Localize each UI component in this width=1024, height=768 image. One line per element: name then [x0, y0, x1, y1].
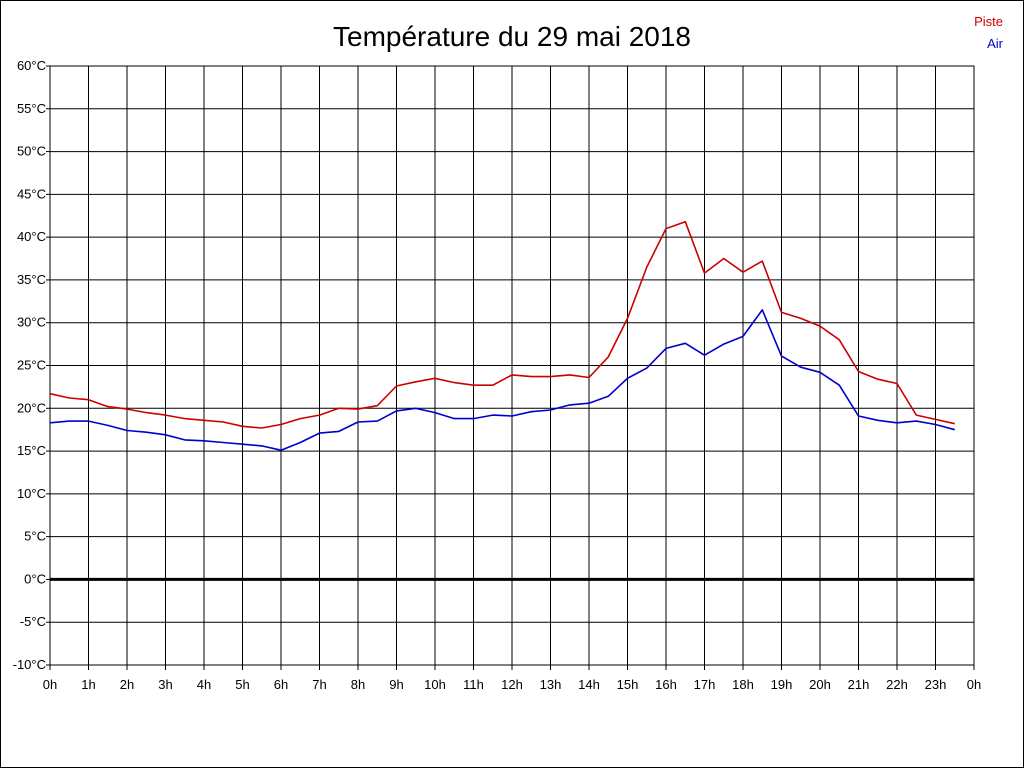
series-line-piste — [49, 220, 955, 429]
x-tick-label: 3h — [158, 677, 172, 692]
y-axis-ticks: -10°C -5°C 0°C 5°C 10°C 15°C 20°C 25°C 30°C 35°C 4… — [13, 58, 50, 672]
series-line-air — [49, 309, 956, 452]
x-tick-label: 22h — [886, 677, 908, 692]
y-tick-label: 30°C — [17, 315, 46, 330]
y-tick-label: 40°C — [17, 229, 46, 244]
y-tick-label: 60°C — [17, 58, 46, 73]
legend-entry-air: Air — [987, 36, 1004, 51]
x-tick-label: 20h — [809, 677, 831, 692]
x-tick-label: 13h — [540, 677, 562, 692]
x-tick-label: 16h — [655, 677, 677, 692]
x-tick-label: 9h — [389, 677, 403, 692]
x-axis-ticks: 0h 1h 2h 3h 4h 5h 6h 7h 8h 9h 10h 11h 12h 13h 14h 15h 16… — [43, 665, 981, 692]
x-tick-label: 6h — [274, 677, 288, 692]
y-tick-label: 15°C — [17, 443, 46, 458]
x-tick-label: 5h — [235, 677, 249, 692]
x-tick-label: 17h — [694, 677, 716, 692]
y-tick-label: 25°C — [17, 358, 46, 373]
y-tick-label: 5°C — [24, 529, 46, 544]
y-tick-label: 45°C — [17, 186, 46, 201]
y-tick-label: 0°C — [24, 571, 46, 586]
legend-entry-piste: Piste — [974, 14, 1003, 29]
x-tick-label: 0h — [43, 677, 57, 692]
x-tick-label: 1h — [81, 677, 95, 692]
x-tick-label: 11h — [463, 677, 484, 692]
chart-title: Température du 29 mai 2018 — [333, 21, 691, 52]
x-tick-label: 12h — [501, 677, 523, 692]
legend: Piste Air — [974, 14, 1004, 51]
x-tick-label: 10h — [424, 677, 446, 692]
x-tick-label: 18h — [732, 677, 754, 692]
grid — [49, 65, 975, 666]
y-tick-label: 55°C — [17, 101, 46, 116]
x-tick-label: 21h — [848, 677, 870, 692]
y-tick-label: 10°C — [17, 486, 46, 501]
x-tick-label: 15h — [617, 677, 639, 692]
y-tick-label: 20°C — [17, 400, 46, 415]
y-tick-label: -10°C — [13, 657, 46, 672]
x-tick-label: 7h — [312, 677, 326, 692]
x-tick-label: 19h — [771, 677, 793, 692]
x-tick-label: 4h — [197, 677, 211, 692]
x-tick-label: 23h — [925, 677, 947, 692]
x-tick-label: 8h — [351, 677, 365, 692]
y-tick-label: 50°C — [17, 144, 46, 159]
y-tick-label: 35°C — [17, 272, 46, 287]
y-tick-label: -5°C — [20, 614, 46, 629]
x-tick-label: 0h — [967, 677, 981, 692]
x-tick-label: 14h — [578, 677, 600, 692]
x-tick-label: 2h — [120, 677, 134, 692]
series-lines — [49, 220, 956, 452]
